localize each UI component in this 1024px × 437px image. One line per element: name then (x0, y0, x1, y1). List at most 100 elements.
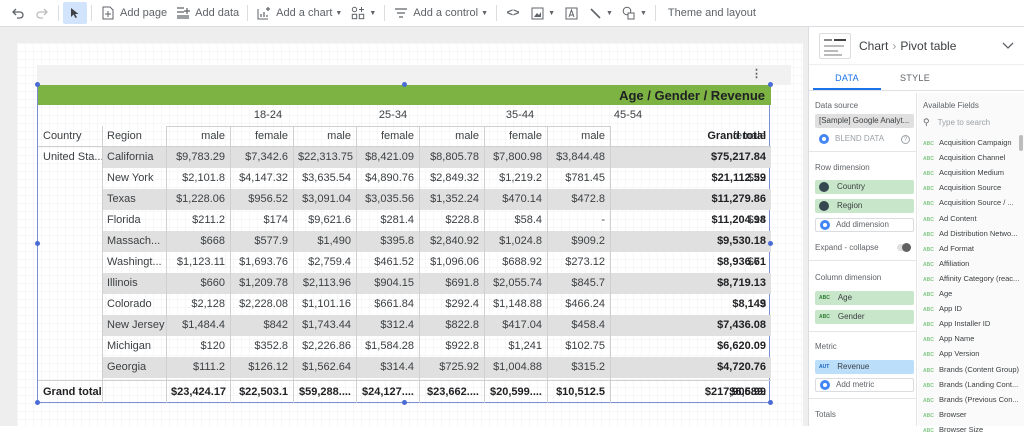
row-total-cell: $8,936.61 (717, 256, 766, 268)
value-cell: $281.4 (380, 214, 414, 226)
tab-style[interactable]: STYLE (899, 73, 930, 83)
value-cell: $1,584.28 (365, 340, 414, 352)
line-button[interactable]: ▼ (583, 0, 617, 27)
available-field[interactable]: ABC Acquisition Medium (923, 165, 1023, 180)
row-total-cell: $4,720.76 (610, 357, 771, 378)
column-divider (166, 126, 167, 403)
column-dimension-age[interactable]: ABC Age (815, 291, 914, 305)
help-icon[interactable]: ? (901, 134, 910, 144)
column-dimension-gender[interactable]: ABC Gender (815, 310, 914, 324)
resize-handle[interactable] (402, 82, 407, 87)
region-cell: Washingt... (107, 256, 162, 268)
image-button[interactable]: ▼ (525, 0, 559, 27)
available-field[interactable]: ABC Affinity Category (reac... (923, 271, 1023, 286)
pivot-table-chart[interactable]: Age / Gender / Revenue 18-24 25-34 35-44 45… (35, 82, 773, 405)
tab-data[interactable]: DATA (813, 65, 881, 90)
divider (38, 380, 771, 381)
add-data-button[interactable]: Add data (171, 0, 243, 27)
blend-data-button[interactable]: BLEND DATA? (815, 132, 914, 146)
column-dimension-label: Column dimension (815, 273, 882, 282)
value-cell: $922.8 (445, 340, 479, 352)
available-field[interactable]: ABC Brands (Previous Con... (923, 392, 1023, 407)
fields-scrollbar[interactable] (1019, 135, 1023, 151)
theme-and-layout-button[interactable]: Theme and layout (660, 0, 760, 27)
available-field[interactable]: ABC Age (923, 286, 1023, 301)
resize-handle[interactable] (35, 82, 40, 87)
available-field[interactable]: ABC Ad Distribution Netwo... (923, 226, 1023, 241)
metric-revenue[interactable]: AUT Revenue (815, 360, 914, 374)
add-page-button[interactable]: Add page (96, 0, 171, 27)
available-field[interactable]: ABC Browser Size (923, 422, 1023, 437)
shape-button[interactable]: ▼ (617, 0, 651, 27)
value-cell: $9,621.6 (308, 214, 351, 226)
value-cell: $102.75 (565, 340, 605, 352)
data-source-selector[interactable]: [Sample] Google Analyt... (815, 114, 914, 128)
value-cell: $2,849.32 (430, 172, 479, 184)
text-type-icon: ABC (923, 246, 934, 253)
row-dimension-country[interactable]: Country (815, 180, 914, 194)
value-cell: $1,228.06 (166, 189, 230, 210)
value-cell: $174 (263, 214, 288, 226)
chevron-down-icon[interactable] (1002, 39, 1014, 53)
available-field[interactable]: ABC Ad Content (923, 211, 1023, 226)
pivot-table-thumbnail-icon[interactable] (819, 32, 851, 59)
available-field[interactable]: ABC App Version (923, 346, 1023, 361)
undo-button[interactable] (6, 0, 30, 27)
add-control-button[interactable]: Add a control ▼ (389, 0, 492, 27)
expand-collapse-toggle[interactable] (897, 243, 911, 252)
age-group-header: 18-24 (253, 109, 283, 121)
resize-handle[interactable] (35, 400, 40, 405)
text-type-icon: ABC (923, 337, 934, 344)
undo-icon (10, 5, 26, 21)
select-tool-button[interactable] (63, 2, 87, 24)
field-search-input[interactable]: ⚲ Type to search (923, 115, 1023, 129)
gender-header: male (201, 130, 225, 142)
add-dimension-button[interactable]: Add dimension (815, 218, 914, 232)
resize-handle[interactable] (768, 241, 773, 246)
text-type-icon: ABC (923, 367, 934, 374)
more-options-icon[interactable]: ⋮ (751, 68, 762, 80)
available-field[interactable]: ABC Affiliation (923, 256, 1023, 271)
available-field[interactable]: ABC Acquisition Campaign (923, 135, 1023, 150)
row-dimension-region[interactable]: Region (815, 199, 914, 213)
row-total-cell: $8,149 (732, 298, 766, 310)
available-field[interactable]: ABC Brands (Landing Cont... (923, 377, 1023, 392)
chart-title: Age / Gender / Revenue (38, 85, 771, 105)
available-field[interactable]: ABC App Installer ID (923, 316, 1023, 331)
gender-header: female (732, 130, 766, 142)
add-chart-button[interactable]: Add a chart ▼ (252, 0, 346, 27)
age-group-header: 45-54 (613, 109, 643, 121)
redo-button[interactable] (30, 0, 54, 27)
embed-url-button[interactable]: <> (501, 0, 525, 27)
resize-handle[interactable] (768, 82, 773, 87)
text-type-icon: ABC (923, 186, 934, 193)
gender-header: female (254, 130, 288, 142)
add-page-label: Add page (120, 7, 168, 19)
value-cell: $211.2 (192, 214, 225, 226)
panel-header: Chart › Pivot table (809, 27, 1024, 65)
resize-handle[interactable] (768, 400, 773, 405)
report-canvas: ⋮ Age / Gender / Revenue 18-24 25-34 35-44… (0, 27, 808, 426)
value-cell: $22 (747, 172, 766, 184)
value-cell: $1,693.76 (239, 256, 288, 268)
community-viz-button[interactable]: ▼ (346, 0, 380, 27)
available-field[interactable]: ABC Acquisition Source (923, 180, 1023, 195)
available-field[interactable]: ABC Browser (923, 407, 1023, 422)
value-cell: $1,096.06 (430, 256, 479, 268)
grand-total-cell: $22,503.1 (239, 386, 288, 398)
available-field[interactable]: ABC Acquisition Channel (923, 150, 1023, 165)
available-field[interactable]: ABC Brands (Content Group) (923, 362, 1023, 377)
available-field[interactable]: ABC Ad Format (923, 241, 1023, 256)
available-field[interactable]: ABC App ID (923, 301, 1023, 316)
text-button[interactable] (559, 0, 583, 27)
available-field[interactable]: ABC Acquisition Source / ... (923, 195, 1023, 210)
divider (247, 5, 249, 21)
divider (91, 5, 92, 21)
available-field[interactable]: ABC App Name (923, 331, 1023, 346)
resize-handle[interactable] (402, 400, 407, 405)
resize-handle[interactable] (35, 241, 40, 246)
table-row: Georgia $111.2 $126.12 $1,562.64 $314.4 $725.… (38, 357, 771, 378)
auto-aggregate-icon: AUT (819, 364, 830, 370)
add-metric-button[interactable]: Add metric (815, 378, 914, 392)
properties-panel: Chart › Pivot table DATA STYLE Data source… (808, 27, 1024, 434)
